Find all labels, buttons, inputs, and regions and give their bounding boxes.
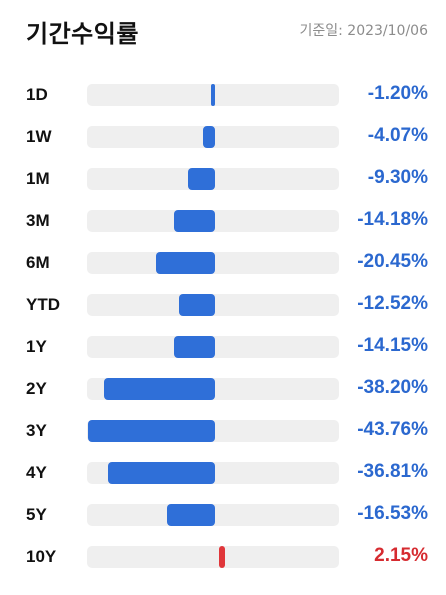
bar-track: [87, 84, 339, 106]
return-value: -36.81%: [357, 461, 428, 482]
bar-track: [87, 168, 339, 190]
period-label: 1W: [26, 127, 52, 146]
return-value: -20.45%: [357, 251, 428, 272]
return-row: 1D -1.20%: [0, 74, 446, 116]
return-bar: [87, 420, 215, 442]
period-label: 10Y: [26, 547, 57, 566]
return-value: -43.76%: [357, 419, 428, 440]
period-label: 5Y: [26, 505, 47, 524]
period-label: YTD: [26, 295, 60, 314]
period-label: 4Y: [26, 463, 47, 482]
header: 기간수익률 기준일: 2023/10/06: [26, 10, 428, 50]
return-value: -16.53%: [357, 503, 428, 524]
bar-track: [87, 336, 339, 358]
bar-track: [87, 252, 339, 274]
return-value: -14.15%: [357, 335, 428, 356]
return-bar: [211, 84, 215, 106]
bar-track: [87, 546, 339, 568]
basis-date: 기준일: 2023/10/06: [299, 23, 429, 39]
return-value: 2.15%: [374, 545, 428, 566]
period-label: 1M: [26, 169, 50, 188]
page-title: 기간수익률: [26, 20, 139, 48]
period-label: 1Y: [26, 337, 47, 356]
return-bar: [166, 504, 215, 526]
return-row: 1Y -14.15%: [0, 326, 446, 368]
bar-track: [87, 210, 339, 232]
return-value: -38.20%: [357, 377, 428, 398]
period-label: 1D: [26, 85, 48, 104]
bar-track: [87, 378, 339, 400]
return-value: -1.20%: [367, 83, 428, 104]
return-row: 10Y 2.15%: [0, 536, 446, 578]
return-row: 1M -9.30%: [0, 158, 446, 200]
return-bar: [107, 462, 215, 484]
period-label: 6M: [26, 253, 50, 272]
return-value: -4.07%: [367, 125, 428, 146]
return-row: 4Y -36.81%: [0, 452, 446, 494]
return-row: 3Y -43.76%: [0, 410, 446, 452]
return-row: 5Y -16.53%: [0, 494, 446, 536]
return-bar: [219, 546, 226, 568]
period-label: 2Y: [26, 379, 47, 398]
bar-track: [87, 504, 339, 526]
period-label: 3Y: [26, 421, 47, 440]
return-bar: [173, 210, 215, 232]
bar-track: [87, 126, 339, 148]
return-bar: [173, 336, 215, 358]
return-bar: [203, 126, 215, 148]
return-bar: [103, 378, 215, 400]
return-value: -12.52%: [357, 293, 428, 314]
return-row: 3M -14.18%: [0, 200, 446, 242]
return-value: -9.30%: [367, 167, 428, 188]
return-row: YTD -12.52%: [0, 284, 446, 326]
return-row: 2Y -38.20%: [0, 368, 446, 410]
period-label: 3M: [26, 211, 50, 230]
return-bar: [187, 168, 215, 190]
bar-track: [87, 420, 339, 442]
return-row: 6M -20.45%: [0, 242, 446, 284]
bar-track: [87, 294, 339, 316]
return-bar: [178, 294, 215, 316]
return-bar: [155, 252, 215, 274]
return-row: 1W -4.07%: [0, 116, 446, 158]
bar-track: [87, 462, 339, 484]
return-value: -14.18%: [357, 209, 428, 230]
